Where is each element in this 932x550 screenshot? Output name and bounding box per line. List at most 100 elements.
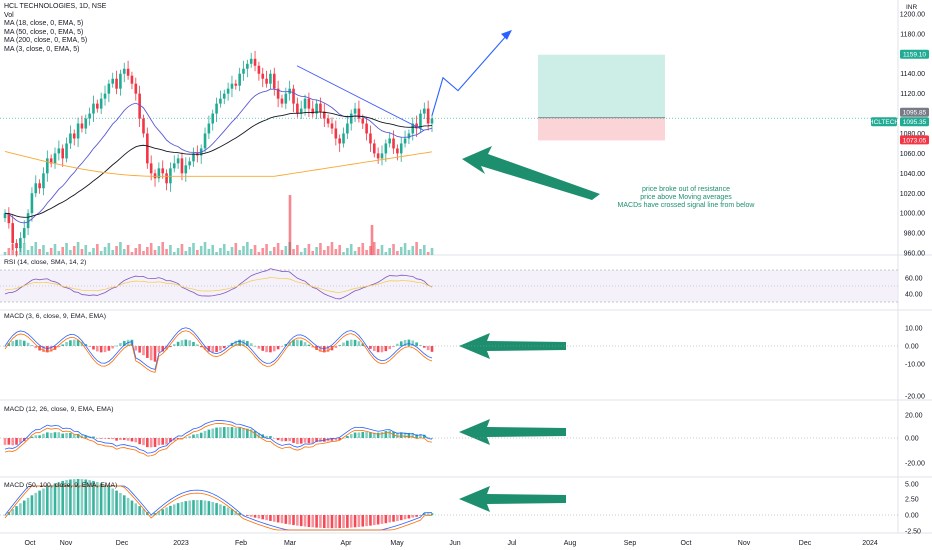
macd3-histogram-bar xyxy=(122,495,126,515)
candle-body xyxy=(30,193,34,214)
price-tick-label: 1180.00 xyxy=(900,31,925,38)
candle-body xyxy=(49,158,53,164)
volume-bar xyxy=(80,249,84,255)
candle-body xyxy=(99,98,103,109)
macd1-tick-label: -10.00 xyxy=(905,362,925,369)
candle-body xyxy=(357,108,361,119)
price-tick-label: 960.00 xyxy=(904,251,926,258)
candle-body xyxy=(207,123,211,134)
macd1-histogram-bar xyxy=(361,343,365,346)
macd3-histogram-bar xyxy=(3,515,7,516)
macd3-histogram-bar xyxy=(388,515,391,523)
macd1-histogram-bar xyxy=(292,340,295,346)
macd3-histogram-bar xyxy=(292,515,295,526)
macd2-histogram-bar xyxy=(7,438,11,445)
macd3-signal-line xyxy=(4,485,433,531)
annotation-line-1: price broke out of resistance xyxy=(642,186,730,193)
volume-bar xyxy=(284,246,288,255)
macd3-histogram-bar xyxy=(272,515,276,522)
macd1-histogram-bar xyxy=(411,340,415,346)
macd2-histogram-bar xyxy=(142,438,145,446)
macd1-histogram-bar xyxy=(49,346,53,352)
annotation-arrow-macd3 xyxy=(459,486,566,512)
volume-bar xyxy=(311,251,315,255)
macd3-histogram-bar xyxy=(276,515,280,523)
macd2-histogram-bar xyxy=(269,436,272,438)
macd3-histogram-bar xyxy=(257,515,261,519)
macd1-histogram-bar xyxy=(11,341,14,346)
candle-body xyxy=(311,108,315,114)
macd1-histogram-bar xyxy=(276,346,280,350)
candle-body xyxy=(238,73,241,86)
macd1-histogram-bar xyxy=(423,346,426,348)
candle-body xyxy=(349,113,353,124)
candle-body xyxy=(415,123,418,129)
macd2-histogram-bar xyxy=(146,438,149,448)
candle-body xyxy=(72,133,76,139)
volume-bar xyxy=(57,251,61,255)
macd2-histogram-bar xyxy=(169,438,172,443)
macd3-histogram-bar xyxy=(280,515,284,524)
candle-body xyxy=(176,158,180,164)
currency-label: INR xyxy=(906,4,918,11)
macd1-histogram-bar xyxy=(396,343,399,346)
macd3-histogram-bar xyxy=(261,515,265,520)
candle-body xyxy=(19,238,22,249)
macd1-histogram-bar xyxy=(315,346,318,350)
macd1-histogram-bar xyxy=(203,346,207,350)
macd1-histogram-bar xyxy=(353,339,357,346)
x-axis-tick-label: Oct xyxy=(681,540,692,547)
macd3-histogram-bar xyxy=(330,515,334,529)
macd1-histogram-bar xyxy=(376,346,380,353)
macd3-histogram-bar xyxy=(126,497,130,515)
volume-bar xyxy=(261,248,265,255)
macd2-histogram-bar xyxy=(388,430,391,438)
macd3-histogram-bar xyxy=(165,507,168,515)
macd2-histogram-bar xyxy=(161,438,165,445)
volume-bar xyxy=(222,244,226,255)
macd3-histogram-bar xyxy=(357,515,361,527)
candle-body xyxy=(249,58,253,64)
macd3-histogram-bar xyxy=(246,515,249,516)
macd2-histogram-bar xyxy=(15,438,18,445)
price-tick-label: 1000.00 xyxy=(900,211,925,218)
stop-zone xyxy=(538,117,665,141)
volume-bar xyxy=(392,244,395,255)
macd1-histogram-bar xyxy=(269,346,272,353)
x-axis-tick-label: Apr xyxy=(341,540,353,547)
macd1-histogram-bar xyxy=(380,346,384,353)
macd2-histogram-bar xyxy=(423,434,426,438)
macd3-histogram-bar xyxy=(84,479,88,515)
macd2-histogram-bar xyxy=(403,432,407,438)
candle-body xyxy=(111,78,115,84)
volume-bar xyxy=(7,248,11,255)
volume-bar xyxy=(34,242,38,255)
macd1-histogram-bar xyxy=(76,340,80,346)
ma18-label: MA (18, close, 0, EMA, 5) xyxy=(4,20,84,28)
macd1-histogram-bar xyxy=(399,341,403,346)
macd3-histogram-bar xyxy=(57,482,61,515)
macd3-histogram-bar xyxy=(361,515,365,527)
macd1-histogram-bar xyxy=(261,346,265,351)
volume-bar xyxy=(199,246,203,255)
macd3-histogram-bar xyxy=(311,515,315,528)
macd3-histogram-bar xyxy=(369,515,372,526)
macd3-histogram-bar xyxy=(176,503,180,515)
macd1-histogram-bar xyxy=(272,346,276,352)
candle-body xyxy=(384,143,388,154)
macd3-histogram-bar xyxy=(265,515,268,521)
macd2-histogram-bar xyxy=(284,438,288,442)
macd1-histogram-bar xyxy=(26,342,30,346)
macd3-histogram-bar xyxy=(376,515,380,525)
candle-body xyxy=(69,133,72,144)
macd1-histogram-bar xyxy=(142,346,145,356)
macd3-histogram-bar xyxy=(334,515,338,529)
volume-bar xyxy=(130,252,134,255)
macd2-histogram-bar xyxy=(253,431,257,438)
macd2-histogram-bar xyxy=(349,434,353,438)
candle-body xyxy=(353,108,357,114)
x-axis-tick-label: Mar xyxy=(284,540,297,547)
macd2-histogram-bar xyxy=(80,435,84,438)
macd2-histogram-bar xyxy=(249,429,253,438)
